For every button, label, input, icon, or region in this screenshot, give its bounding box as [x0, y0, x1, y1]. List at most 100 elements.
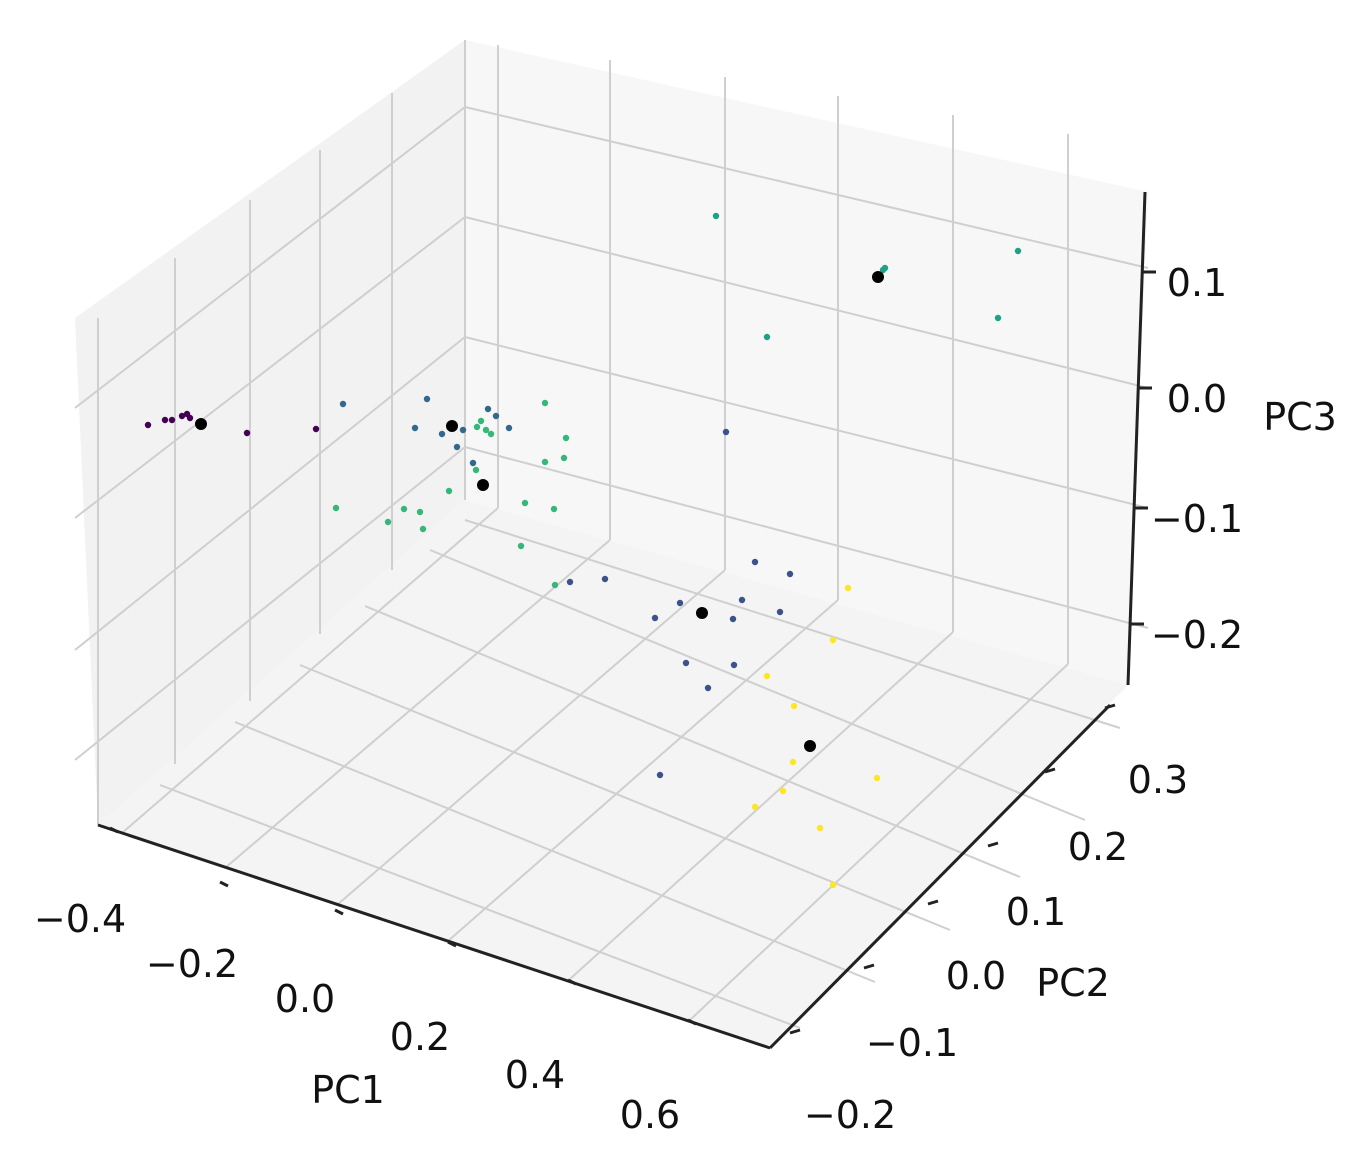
data-point: [482, 426, 490, 434]
data-point: [541, 399, 549, 407]
grid-line-floor: [689, 663, 1069, 1021]
z-tick-label: 0.1: [1167, 261, 1227, 305]
data-point: [550, 505, 558, 513]
data-point: [763, 672, 771, 680]
y-axis-line: [768, 703, 1112, 1050]
grid-line-right-horizontal: [464, 106, 1149, 269]
y-axis-label: PC2: [1036, 961, 1110, 1005]
data-point: [459, 426, 467, 434]
z-axis-line: [1126, 191, 1147, 686]
x-tick-label: 0.6: [620, 1093, 680, 1137]
grid-line-floor: [464, 519, 1121, 729]
z-tick-label: 0.0: [1167, 377, 1227, 421]
data-point: [551, 581, 559, 589]
grid-line-floor: [159, 784, 801, 1029]
y-tick-label: 0.0: [946, 954, 1006, 998]
x-tick-mark: [219, 880, 229, 888]
grid-line-left-horizontal: [74, 446, 466, 761]
data-point: [505, 424, 513, 432]
data-point: [562, 434, 570, 442]
floor-pane: [98, 500, 1128, 1048]
data-point: [722, 428, 730, 436]
centroid-point: [804, 740, 816, 752]
data-point: [712, 212, 720, 220]
x-tick-mark: [109, 826, 119, 834]
x-tick-mark: [334, 908, 344, 916]
y-tick-mark: [927, 899, 939, 906]
y-tick-mark: [987, 841, 999, 848]
data-point: [243, 429, 251, 437]
y-tick-label: 0.3: [1128, 758, 1188, 802]
grid-line-floor: [121, 507, 499, 834]
data-point: [704, 684, 712, 692]
data-point: [469, 459, 477, 467]
grid-line-floor: [447, 599, 839, 942]
x-tick-label: 0.4: [505, 1053, 565, 1097]
axis-lines: [97, 191, 1156, 1050]
y-tick-mark: [863, 963, 875, 970]
data-point: [492, 412, 500, 420]
data-point: [339, 400, 347, 408]
data-point: [416, 508, 424, 516]
data-point: [656, 771, 664, 779]
z-axis-label: PC3: [1263, 395, 1337, 439]
data-point: [541, 458, 549, 466]
data-point: [168, 416, 176, 424]
x-axis-line: [97, 823, 771, 1050]
data-point: [400, 505, 408, 513]
x-tick-label: 0.0: [275, 977, 335, 1021]
data-point: [1014, 247, 1022, 255]
z-tick-label: −0.1: [1151, 497, 1243, 541]
axis-panes: [75, 40, 1148, 1048]
grid-line-floor: [364, 605, 1021, 878]
data-point: [789, 758, 797, 766]
grid-line-left-horizontal: [74, 106, 466, 409]
data-point: [790, 702, 798, 710]
right-pane: [465, 40, 1148, 685]
data-point: [161, 416, 169, 424]
grid-line-floor: [569, 631, 954, 980]
data-point: [566, 578, 574, 586]
data-point: [332, 504, 340, 512]
data-point: [763, 333, 771, 341]
data-point: [994, 314, 1002, 322]
data-point: [751, 803, 759, 811]
data-point: [779, 787, 787, 795]
data-point: [729, 615, 737, 623]
grid-line-floor: [336, 569, 726, 906]
data-point: [738, 596, 746, 604]
data-point: [560, 454, 568, 462]
grid-line-floor: [299, 664, 951, 931]
data-point: [411, 424, 419, 432]
data-point: [517, 542, 525, 550]
data-point: [384, 518, 392, 526]
data-point: [521, 499, 529, 507]
left-pane: [75, 40, 465, 825]
y-tick-label: 0.2: [1068, 825, 1128, 869]
data-point: [751, 558, 759, 566]
data-point: [438, 430, 446, 438]
data-point: [682, 659, 690, 667]
data-point: [186, 414, 194, 422]
data-point: [730, 661, 738, 669]
data-point: [844, 584, 852, 592]
x-axis-label: PC1: [311, 1068, 385, 1112]
tick-labels: −0.4−0.20.00.20.40.6 −0.2−0.10.00.10.20.3…: [34, 261, 1337, 1137]
data-point: [829, 881, 837, 889]
grid-line-floor: [234, 721, 876, 983]
data-point: [472, 466, 480, 474]
centroid-point: [446, 420, 458, 432]
data-point: [776, 608, 784, 616]
x-tick-mark: [447, 940, 457, 948]
grid-line-floor: [224, 539, 611, 869]
data-point: [786, 570, 794, 578]
data-point: [144, 421, 152, 429]
x-tick-label: −0.2: [146, 942, 238, 986]
centroid-point: [872, 271, 884, 283]
data-point: [477, 417, 485, 425]
grid-line-right-horizontal: [464, 446, 1149, 629]
grid-line-right-horizontal: [464, 336, 1149, 509]
data-point: [445, 487, 453, 495]
data-point: [178, 412, 186, 420]
